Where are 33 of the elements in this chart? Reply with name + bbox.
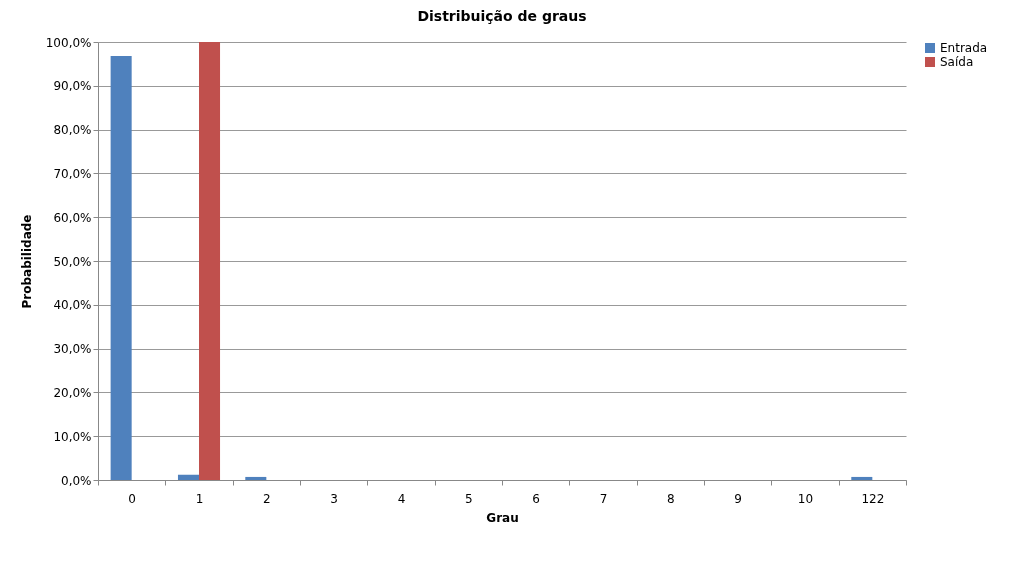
y-tick-label: 30,0% [53,342,92,357]
x-tick-label: 8 [667,491,675,506]
x-tick-label: 0 [128,491,136,506]
y-tick-label: 80,0% [53,123,92,138]
y-tick-label: 40,0% [53,298,92,313]
x-tick-label: 9 [734,491,742,506]
y-axis-title: Probabilidade [19,214,34,309]
y-tick-label: 20,0% [53,385,92,400]
bar [110,56,132,480]
x-tick-label: 2 [263,491,271,506]
bar [851,476,873,480]
x-tick-label: 122 [861,491,885,506]
x-tick-label: 3 [330,491,338,506]
y-tick-label: 0,0% [61,473,92,488]
y-tick-label: 50,0% [53,254,92,269]
x-axis-title: Grau [486,510,519,525]
y-tick-label: 10,0% [53,429,92,444]
x-tick-label: 10 [797,491,814,506]
legend-label: Entrada [940,41,988,55]
y-tick-label: 100,0% [45,35,92,50]
chart-title: Distribuição de graus [417,8,587,24]
bar [177,474,199,480]
x-tick-label: 7 [599,491,608,506]
x-tick-label: 1 [195,491,204,506]
legend-label: Saída [940,55,974,69]
bar [245,476,267,480]
bar [199,42,221,480]
y-tick-label: 70,0% [53,166,92,181]
x-tick-label: 5 [465,491,473,506]
x-tick-label: 6 [532,491,540,506]
y-tick-label: 90,0% [53,79,92,94]
x-tick-label: 4 [397,491,406,506]
y-tick-label: 60,0% [53,210,92,225]
